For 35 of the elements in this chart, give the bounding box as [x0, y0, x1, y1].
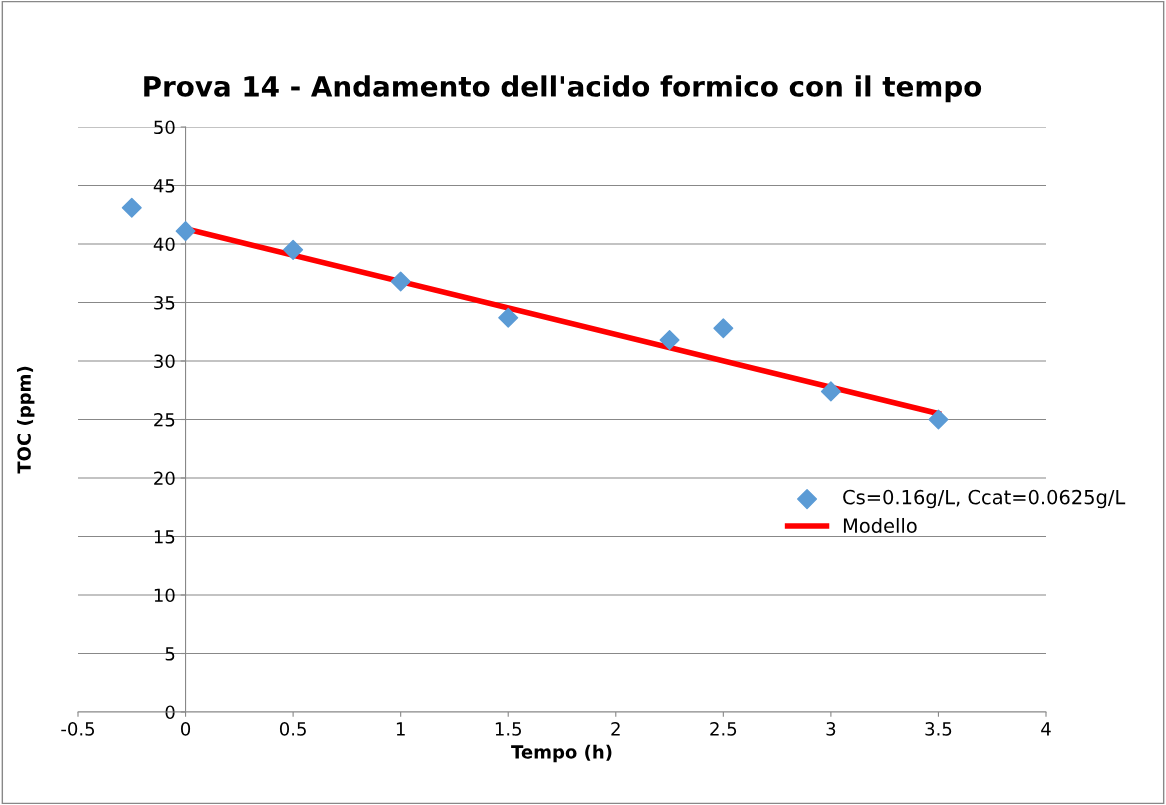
y-tick-label: 0: [165, 705, 175, 720]
y-axis-title: TOC (ppm): [16, 366, 35, 474]
point: [820, 381, 841, 402]
x-tick-label: 3: [826, 722, 836, 736]
point: [390, 271, 411, 292]
x-tick-label: 0: [181, 722, 191, 736]
x-tick-label: 3.5: [925, 722, 952, 736]
y-tick-label: 25: [154, 412, 175, 427]
point: [175, 221, 196, 242]
x-tick-label: 2: [611, 722, 620, 736]
point: [659, 329, 680, 350]
y-tick-label: 5: [165, 647, 175, 661]
point: [928, 409, 949, 430]
x-tick-label: 1.5: [495, 722, 521, 736]
y-tick-label: 40: [153, 237, 175, 252]
legend-label: Modello: [843, 517, 917, 534]
x-tick-label: 2.5: [710, 722, 737, 736]
point: [498, 307, 519, 328]
x-axis-title: Tempo (h): [511, 744, 612, 763]
y-tick-label: 45: [153, 179, 175, 193]
legend-label: Cs=0.16g/L, Ccat=0.0625g/L: [843, 489, 1126, 509]
y-tick-label: 35: [154, 295, 175, 310]
chart-title: Prova 14 - Andamento dell'acido formico con il tempo: [144, 75, 982, 103]
x-tick-label: -0.5: [61, 722, 95, 736]
x-tick-label: 4: [1041, 722, 1051, 736]
y-tick-label: 15: [154, 530, 175, 544]
y-tick-label: 50: [154, 120, 175, 135]
point: [283, 239, 304, 260]
point: [121, 197, 142, 218]
x-tick-label: 0.5: [279, 722, 306, 736]
x-tick-label: 1: [396, 722, 405, 736]
y-tick-label: 20: [154, 471, 175, 486]
point: [713, 318, 734, 339]
y-tick-label: 30: [154, 354, 175, 369]
y-tick-label: 10: [154, 588, 175, 603]
